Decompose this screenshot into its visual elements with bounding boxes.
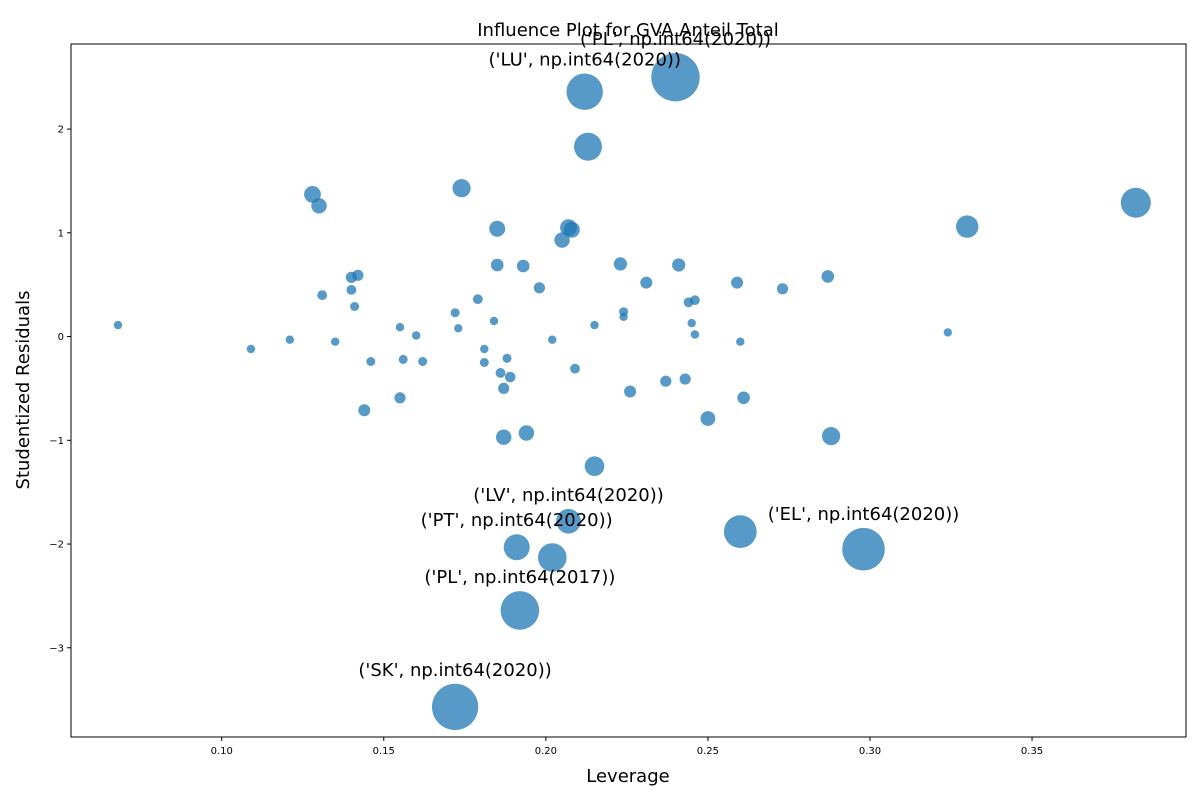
scatter-point bbox=[516, 259, 530, 273]
scatter-point bbox=[503, 534, 530, 561]
chart-title: Influence Plot for GVA Anteil Total bbox=[477, 20, 779, 41]
point-annotations: ('PL', np.int64(2020))('LU', np.int64(20… bbox=[358, 29, 959, 681]
point-annotation: ('LU', np.int64(2020)) bbox=[489, 50, 681, 71]
scatter-point bbox=[398, 354, 408, 364]
scatter-point bbox=[822, 427, 841, 446]
scatter-point bbox=[490, 258, 504, 272]
scatter-point bbox=[584, 456, 605, 477]
scatter-point bbox=[776, 283, 789, 295]
scatter-point bbox=[480, 344, 489, 354]
point-annotation: ('EL', np.int64(2020)) bbox=[768, 504, 960, 525]
point-annotation: ('PL', np.int64(2020)) bbox=[580, 29, 771, 50]
data-points bbox=[113, 52, 1151, 731]
scatter-point bbox=[495, 368, 506, 378]
scatter-point bbox=[352, 269, 364, 281]
x-tick-label: 0.15 bbox=[373, 746, 395, 757]
scatter-point bbox=[821, 270, 835, 283]
scatter-point bbox=[331, 337, 340, 346]
x-tick-label: 0.25 bbox=[697, 746, 719, 757]
axes-frame bbox=[70, 43, 1187, 738]
scatter-point bbox=[624, 385, 637, 398]
scatter-point bbox=[570, 363, 580, 374]
scatter-point bbox=[574, 132, 602, 161]
scatter-point bbox=[842, 527, 885, 571]
scatter-point bbox=[619, 312, 628, 321]
scatter-point bbox=[311, 198, 327, 214]
y-tick-label: −1 bbox=[49, 436, 64, 447]
scatter-point bbox=[956, 215, 979, 238]
scatter-point bbox=[943, 328, 952, 337]
scatter-point bbox=[679, 373, 691, 385]
scatter-point bbox=[358, 404, 371, 417]
x-tick-label: 0.30 bbox=[859, 746, 881, 757]
scatter-point bbox=[723, 515, 757, 548]
y-axis-label: Studentized Residuals bbox=[13, 291, 34, 490]
y-tick-label: −3 bbox=[49, 643, 64, 654]
scatter-point bbox=[450, 308, 460, 318]
scatter-point bbox=[346, 285, 357, 295]
x-tick-label: 0.20 bbox=[535, 746, 557, 757]
scatter-point bbox=[672, 258, 686, 272]
y-tick-label: 1 bbox=[58, 228, 64, 239]
scatter-point bbox=[496, 429, 512, 445]
y-tick-label: 0 bbox=[58, 332, 64, 343]
scatter-point bbox=[660, 375, 672, 387]
scatter-point bbox=[640, 276, 653, 289]
scatter-point bbox=[498, 382, 510, 394]
scatter-point bbox=[246, 344, 256, 354]
scatter-point bbox=[452, 179, 471, 198]
y-axis-ticks: −3 −2 −1 0 1 2 bbox=[49, 125, 71, 654]
scatter-point bbox=[690, 330, 700, 339]
scatter-point bbox=[285, 335, 294, 344]
scatter-point bbox=[518, 425, 535, 441]
scatter-point bbox=[500, 591, 540, 630]
scatter-point bbox=[395, 323, 405, 332]
y-tick-label: −2 bbox=[49, 540, 64, 551]
scatter-point bbox=[548, 335, 557, 344]
scatter-point bbox=[566, 73, 603, 110]
x-tick-label: 0.35 bbox=[1021, 746, 1043, 757]
scatter-point bbox=[700, 411, 716, 426]
x-tick-label: 0.10 bbox=[211, 746, 233, 757]
scatter-point bbox=[489, 220, 506, 237]
scatter-point bbox=[479, 358, 489, 367]
scatter-point bbox=[432, 683, 479, 731]
point-annotation: ('SK', np.int64(2020)) bbox=[358, 660, 551, 681]
scatter-point bbox=[613, 257, 628, 271]
scatter-point bbox=[412, 331, 421, 340]
scatter-point bbox=[533, 282, 546, 294]
scatter-point bbox=[651, 52, 700, 102]
scatter-point bbox=[736, 337, 745, 346]
scatter-point bbox=[556, 508, 581, 534]
point-annotation: ('PT', np.int64(2020)) bbox=[421, 510, 613, 531]
scatter-point bbox=[472, 294, 483, 305]
scatter-point bbox=[502, 353, 512, 363]
scatter-point bbox=[554, 232, 570, 248]
scatter-point bbox=[731, 276, 744, 289]
scatter-point bbox=[113, 320, 123, 330]
scatter-point bbox=[317, 290, 328, 300]
scatter-point bbox=[454, 324, 463, 333]
scatter-point bbox=[690, 295, 700, 306]
scatter-point bbox=[737, 391, 750, 405]
point-annotation: ('PL', np.int64(2017)) bbox=[424, 567, 615, 588]
scatter-point bbox=[538, 543, 567, 572]
scatter-point bbox=[1120, 187, 1151, 218]
scatter-point bbox=[563, 221, 580, 238]
scatter-point bbox=[687, 318, 696, 328]
scatter-point bbox=[366, 357, 376, 366]
scatter-point bbox=[394, 392, 406, 404]
scatter-point bbox=[590, 320, 599, 330]
scatter-point bbox=[350, 302, 360, 311]
x-axis-ticks: 0.10 0.15 0.20 0.25 0.30 0.35 bbox=[211, 737, 1043, 757]
point-annotation: ('LV', np.int64(2020)) bbox=[473, 485, 664, 506]
scatter-point bbox=[504, 371, 516, 383]
scatter-point bbox=[418, 357, 428, 366]
scatter-point bbox=[489, 316, 499, 326]
y-tick-label: 2 bbox=[58, 125, 64, 136]
x-axis-label: Leverage bbox=[586, 766, 669, 787]
